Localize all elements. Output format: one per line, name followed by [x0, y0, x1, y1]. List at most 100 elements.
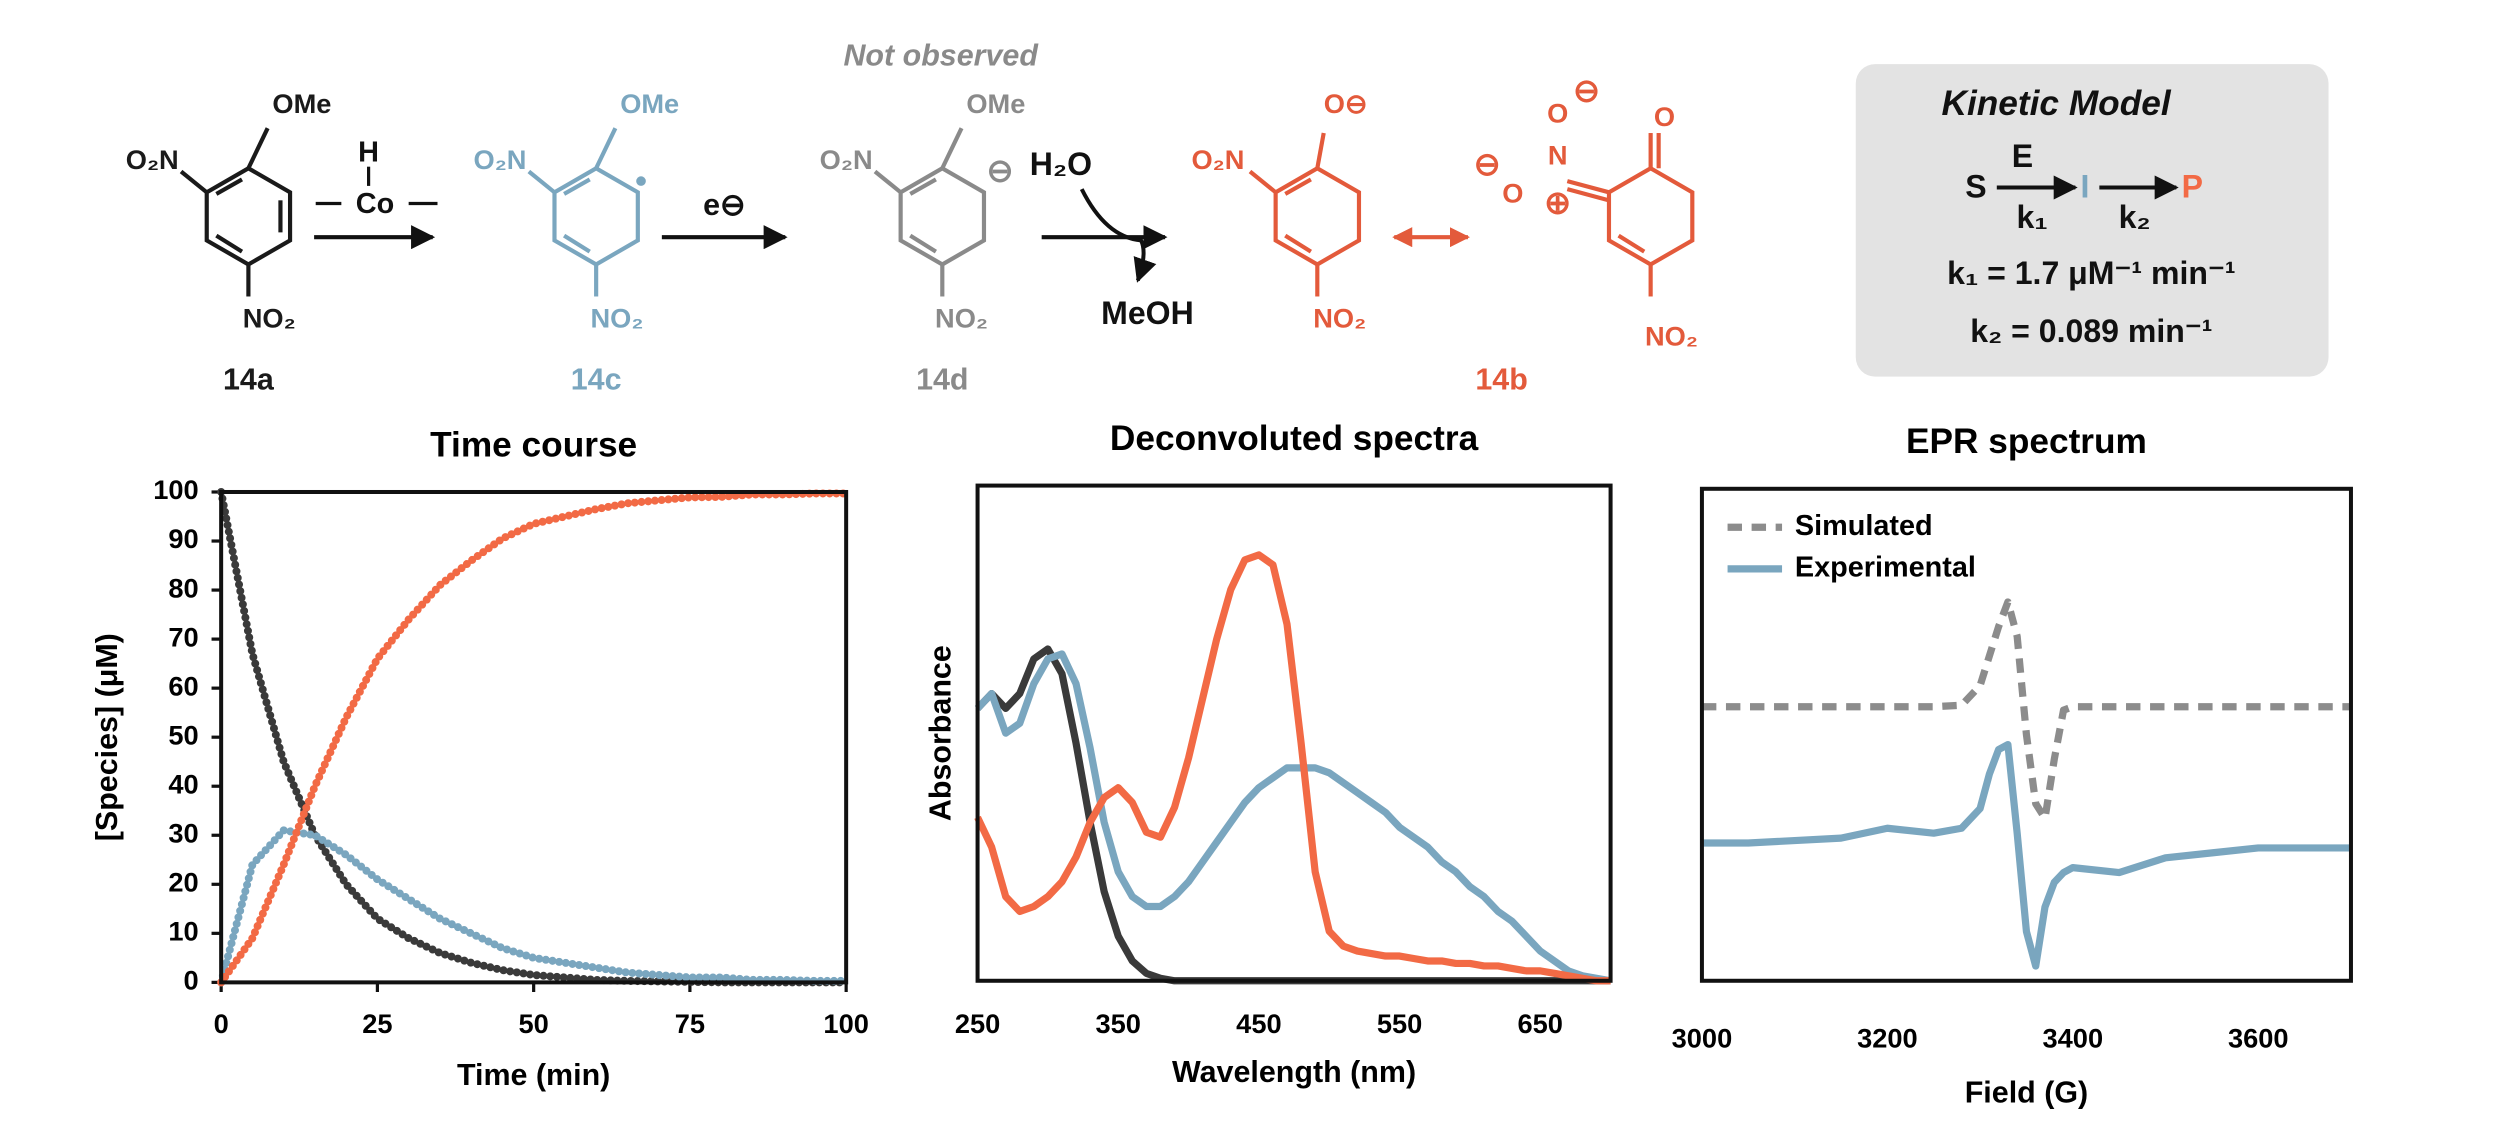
bond	[940, 127, 964, 170]
y-tick-label: 0	[184, 965, 199, 996]
compound-14d: Not observed ⊖ OMe O₂N NO₂ 14d	[820, 39, 1040, 397]
ring	[204, 165, 293, 267]
plot-frame	[975, 483, 1613, 983]
charge: ⊖	[1573, 72, 1600, 108]
data-line	[1701, 598, 2351, 823]
substituent: OMe	[966, 88, 1025, 119]
reaction-arrow: e⊖	[661, 188, 788, 250]
bond	[1315, 132, 1326, 169]
y-tick-label: 10	[168, 916, 198, 947]
y-tick-label: 60	[168, 670, 198, 701]
bond	[1248, 169, 1277, 194]
chart-title: EPR spectrum	[1906, 422, 2147, 461]
species: P	[2182, 169, 2203, 205]
bond	[1617, 233, 1646, 254]
data-line	[217, 489, 851, 987]
charge: ⊖	[1474, 146, 1501, 182]
panel-title: Kinetic Model	[1942, 84, 2172, 123]
bond	[179, 169, 209, 194]
x-axis-title: Time (min)	[457, 1058, 610, 1092]
x-tick-label: 100	[823, 1008, 868, 1039]
data-line	[974, 650, 1612, 985]
substituent: OMe	[272, 88, 331, 119]
rate-equation: k₂ = 0.089 min⁻¹	[1970, 313, 2212, 349]
bond	[1566, 187, 1610, 203]
compound-label: 14d	[916, 362, 968, 396]
reagent: e⊖	[703, 188, 745, 222]
x-tick-label: 550	[1377, 1008, 1422, 1039]
y-tick-label: 90	[168, 523, 198, 554]
rate-equation: k₁ = 1.7 μM⁻¹ min⁻¹	[1947, 255, 2235, 291]
reagent: H₂O	[1030, 146, 1092, 182]
chart-title: Deconvoluted spectra	[1110, 419, 1479, 458]
substituent: O₂N	[820, 144, 873, 175]
compound-14a: OMe O₂N NO₂ 14a	[126, 88, 332, 396]
ring	[1273, 165, 1362, 267]
bond	[1566, 179, 1610, 195]
data-line	[217, 826, 851, 987]
bond	[909, 233, 938, 254]
bond	[562, 233, 591, 254]
compound-14b: O⊖ O₂N NO₂ O NO₂ N O O ⊕ ⊖ ⊖ 14b	[1191, 72, 1697, 396]
kinetic-model: Kinetic Model S E k₁ I k₂ P k₁ = 1.7 μM⁻…	[1855, 64, 2329, 377]
data-line	[974, 551, 1611, 985]
data-line	[217, 487, 851, 987]
panel	[1855, 64, 2329, 377]
ring	[1606, 165, 1695, 267]
y-tick-label: 20	[168, 867, 198, 898]
reaction-arrow: H₂O MeOH	[1030, 146, 1194, 331]
bond	[594, 127, 618, 170]
species: I	[2080, 169, 2089, 205]
x-tick-label: 450	[1236, 1008, 1281, 1039]
y-tick-label: 50	[168, 719, 198, 750]
substituent: O⊖	[1324, 88, 1368, 119]
charge: ⊕	[1544, 185, 1571, 221]
rate-constant: k₂	[2119, 199, 2151, 235]
x-tick-label: 350	[1096, 1008, 1141, 1039]
ring	[898, 165, 987, 267]
bond	[527, 169, 556, 194]
x-tick-label: 250	[955, 1008, 1000, 1039]
substituent: O₂N	[126, 144, 179, 175]
x-tick-label: 3200	[1857, 1022, 1918, 1053]
plot-frame	[219, 489, 849, 985]
x-axis-title: Field (G)	[1965, 1076, 2088, 1110]
bond	[909, 177, 937, 196]
substituent: NO₂	[591, 303, 644, 334]
bond	[215, 177, 244, 196]
bond	[563, 177, 591, 196]
reagent: E	[2012, 138, 2033, 174]
substituent: O₂N	[474, 144, 527, 175]
compound-label: 14b	[1475, 362, 1527, 396]
reagent: H	[358, 136, 379, 168]
compound-label: 14c	[571, 362, 622, 396]
compound-label: 14a	[223, 362, 275, 396]
reagent: Co	[356, 188, 394, 220]
x-tick-label: 3600	[2228, 1022, 2289, 1053]
y-axis-title: [Species] (μM)	[90, 633, 124, 841]
atom: O	[1502, 178, 1523, 209]
atom: O	[1547, 98, 1568, 129]
charge: ⊖	[987, 153, 1014, 189]
bond	[246, 127, 270, 170]
bond	[1284, 233, 1313, 254]
substituent: O₂N	[1191, 144, 1244, 175]
x-tick-label: 50	[519, 1008, 549, 1039]
legend-label: Experimental	[1795, 552, 1976, 584]
species: S	[1965, 169, 1986, 205]
annotation: Not observed	[843, 39, 1039, 73]
x-tick-label: 75	[675, 1008, 705, 1039]
plot-frame	[1699, 486, 2353, 983]
rate-constant: k₁	[2017, 199, 2048, 235]
y-tick-label: 30	[168, 817, 198, 848]
bond	[215, 233, 244, 254]
y-tick-label: 100	[153, 474, 198, 505]
atom: N	[1548, 139, 1568, 170]
substituent: OMe	[620, 88, 679, 119]
chart-title: Time course	[430, 425, 637, 464]
atom: O	[1654, 101, 1675, 132]
x-tick-label: 650	[1518, 1008, 1563, 1039]
reaction-arrow: H Co	[314, 136, 438, 250]
curved-arrow	[1079, 188, 1157, 283]
substituent: NO₂	[935, 303, 988, 334]
